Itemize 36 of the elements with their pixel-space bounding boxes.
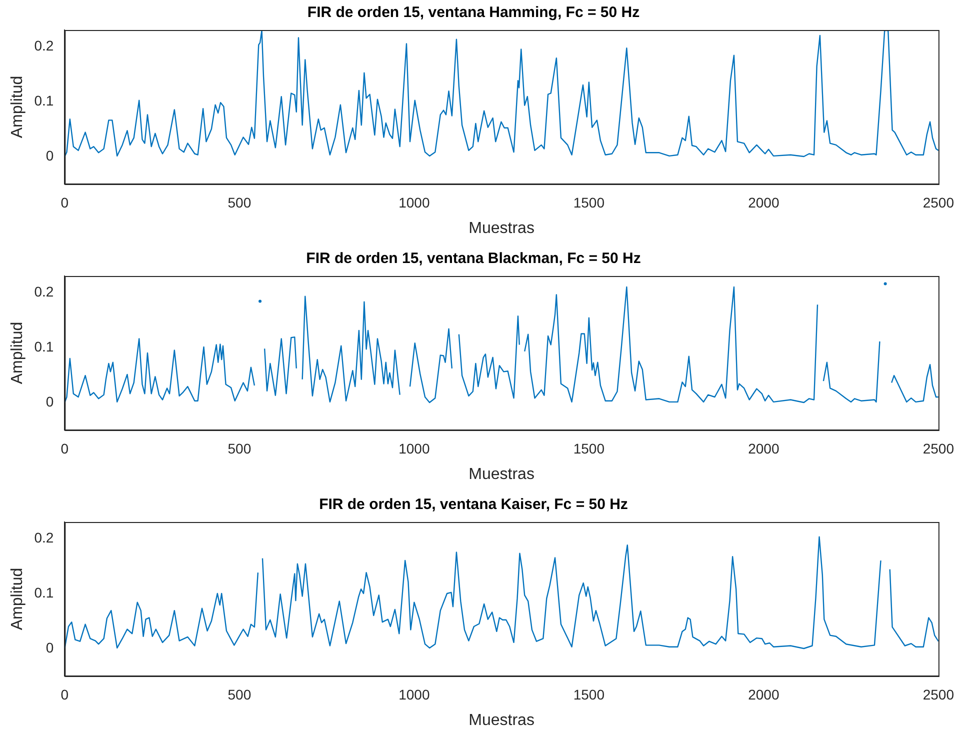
x-tick-label: 1000: [398, 194, 430, 210]
x-tick-label: 2000: [748, 440, 780, 456]
chart-title: FIR de orden 15, ventana Hamming, Fc = 50 Hz: [307, 4, 640, 22]
y-tick-label: 0.2: [34, 283, 54, 300]
y-tick-label: 0: [46, 147, 54, 164]
x-tick-label: 2000: [748, 686, 780, 702]
chart-title: FIR de orden 15, ventana Kaiser, Fc = 50 Hz: [319, 496, 628, 514]
y-tick-label: 0: [46, 639, 54, 656]
y-axis-title: Amplitud: [9, 322, 26, 384]
y-tick-label: 0: [46, 393, 54, 410]
x-tick-label: 500: [228, 194, 252, 210]
x-tick-label: 500: [228, 440, 252, 456]
x-tick-label: 0: [60, 440, 69, 456]
y-tick-label: 0.2: [34, 37, 54, 54]
x-axis-title: Muestras: [468, 466, 534, 483]
x-tick-label: 2500: [922, 686, 954, 702]
x-axis-title: Muestras: [468, 220, 534, 237]
x-tick-label: 2500: [922, 194, 954, 210]
x-axis-title: Muestras: [468, 712, 534, 729]
x-tick-label: 2000: [748, 194, 780, 210]
chart-title: FIR de orden 15, ventana Blackman, Fc = 50 Hz: [306, 250, 641, 268]
x-tick-label: 1500: [573, 686, 605, 702]
x-tick-label: 1000: [398, 440, 430, 456]
y-tick-label: 0.1: [34, 92, 54, 108]
x-tick-label: 0: [60, 194, 69, 210]
y-tick-label: 0.2: [34, 529, 54, 546]
x-tick-label: 2500: [922, 440, 954, 456]
y-axis-title: Amplitud: [9, 568, 26, 630]
x-tick-label: 1500: [573, 440, 605, 456]
y-tick-label: 0.1: [34, 584, 54, 600]
x-tick-label: 500: [228, 686, 252, 702]
x-tick-label: 1500: [573, 194, 605, 210]
y-axis-title: Amplitud: [9, 76, 26, 138]
x-tick-label: 0: [60, 686, 69, 702]
x-tick-label: 1000: [398, 686, 430, 702]
y-tick-label: 0.1: [34, 338, 54, 354]
